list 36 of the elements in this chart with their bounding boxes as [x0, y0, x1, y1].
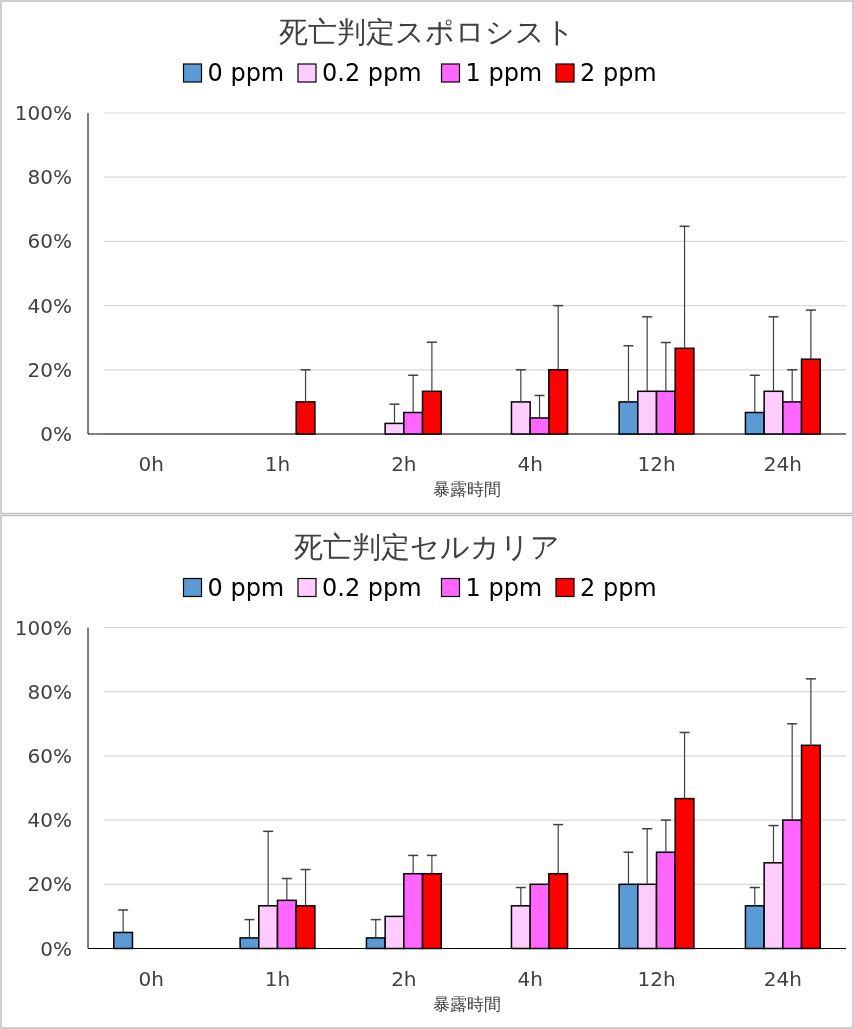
x-tick-label: 1h	[264, 966, 291, 991]
y-tick-label: 60%	[27, 743, 72, 768]
y-tick-label: 100%	[14, 615, 72, 640]
y-tick-label: 80%	[27, 165, 72, 190]
x-tick-label: 2h	[391, 452, 417, 476]
y-tick-label: 20%	[27, 872, 72, 897]
y-tick-label: 40%	[27, 808, 72, 833]
x-tick-label: 24h	[763, 966, 802, 991]
x-axis-title: 暴露時間	[433, 993, 501, 1014]
x-tick-label: 1h	[264, 452, 291, 476]
x-tick-label: 4h	[517, 966, 543, 991]
y-tick-label: 60%	[27, 229, 72, 254]
y-tick-label: 40%	[27, 293, 72, 318]
legend-label: 2 ppm	[580, 59, 657, 87]
y-tick-label: 0%	[40, 936, 72, 961]
y-tick-label: 80%	[27, 679, 72, 704]
x-tick-label: 4h	[517, 452, 543, 476]
x-tick-label: 2h	[391, 966, 417, 991]
x-tick-label: 24h	[763, 452, 802, 476]
legend-label: 0 ppm	[207, 59, 285, 87]
legend-label: 0.2 ppm	[322, 573, 422, 602]
legend-label: 1 ppm	[465, 59, 543, 87]
legend-label: 1 ppm	[465, 573, 543, 602]
legend-label: 2 ppm	[580, 573, 657, 602]
chart-title: 死亡判定スポロシスト	[279, 15, 575, 49]
y-tick-label: 100%	[14, 101, 72, 125]
chart-title: 死亡判定セルカリア	[294, 529, 560, 564]
y-tick-label: 20%	[27, 357, 72, 382]
x-tick-label: 12h	[637, 452, 676, 476]
legend-label: 0 ppm	[207, 573, 285, 602]
x-tick-label: 0h	[138, 452, 164, 476]
x-tick-label: 0h	[138, 966, 164, 991]
y-tick-label: 0%	[40, 422, 72, 446]
x-axis-title: 暴露時間	[433, 479, 501, 499]
x-tick-label: 12h	[637, 966, 676, 991]
legend-label: 0.2 ppm	[322, 59, 422, 87]
